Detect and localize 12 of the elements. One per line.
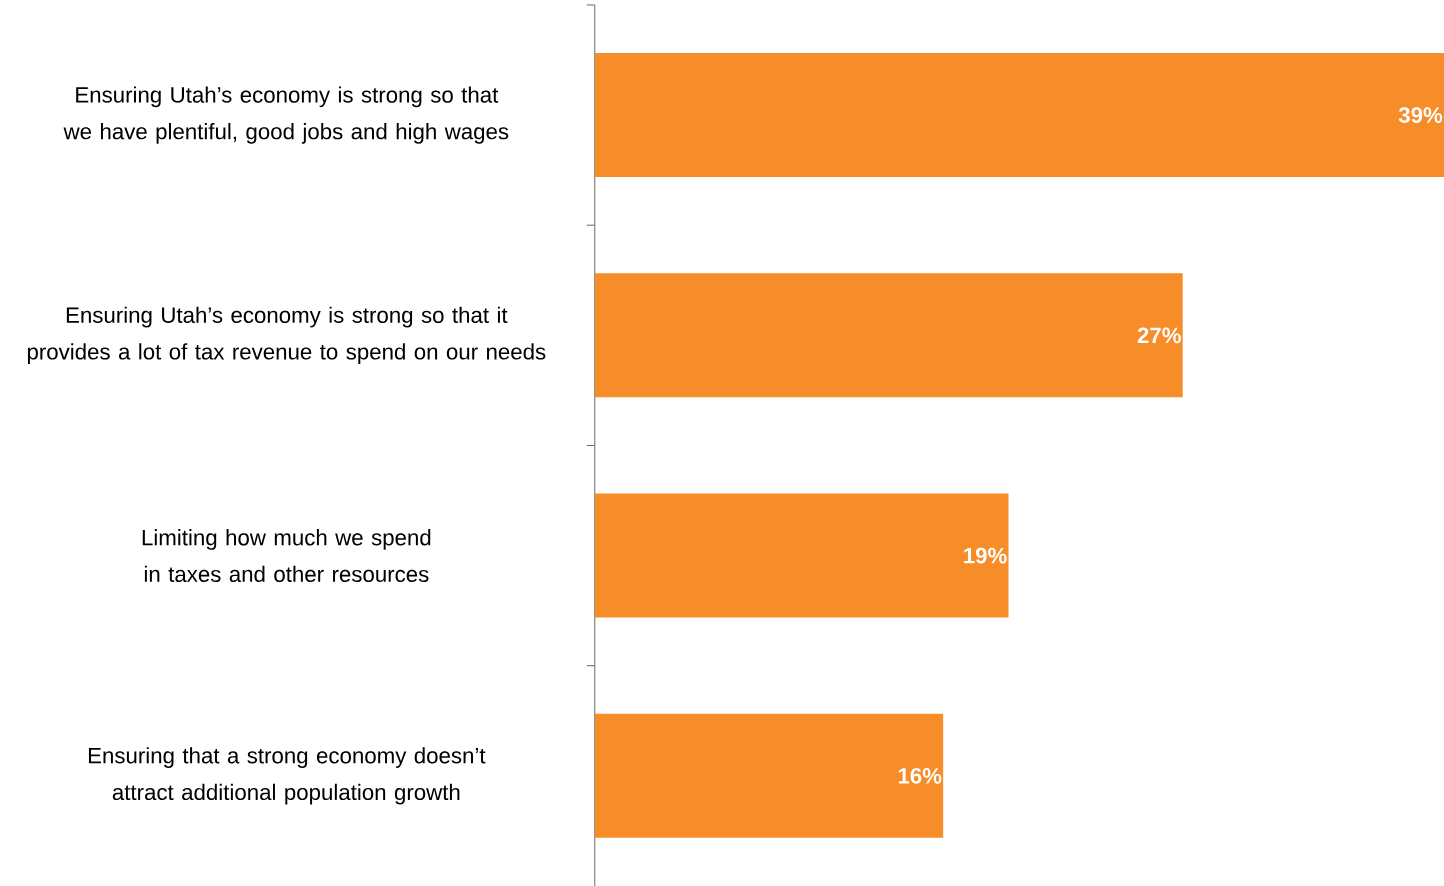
bar (594, 713, 944, 838)
y-tick-label: Limiting how much we spend in taxes and other resources (142, 528, 431, 582)
data-label: 27% (1137, 327, 1181, 343)
bar (594, 52, 1444, 177)
data-label: 16% (898, 767, 942, 784)
bar (594, 493, 1009, 618)
data-label: 19% (964, 547, 1007, 564)
bar (594, 273, 1183, 398)
y-tick-label: Ensuring Utah’s economy is strong so that we have plentiful, good jobs and high wages (63, 86, 509, 144)
y-tick-label: Ensuring that a strong economy doesn’t attract additional population growth (88, 746, 486, 805)
y-tick-label: Ensuring Utah’s economy is strong so that it provides a lot of tax revenue to spend on our needs (27, 306, 546, 364)
data-label: 39% (1398, 106, 1443, 123)
